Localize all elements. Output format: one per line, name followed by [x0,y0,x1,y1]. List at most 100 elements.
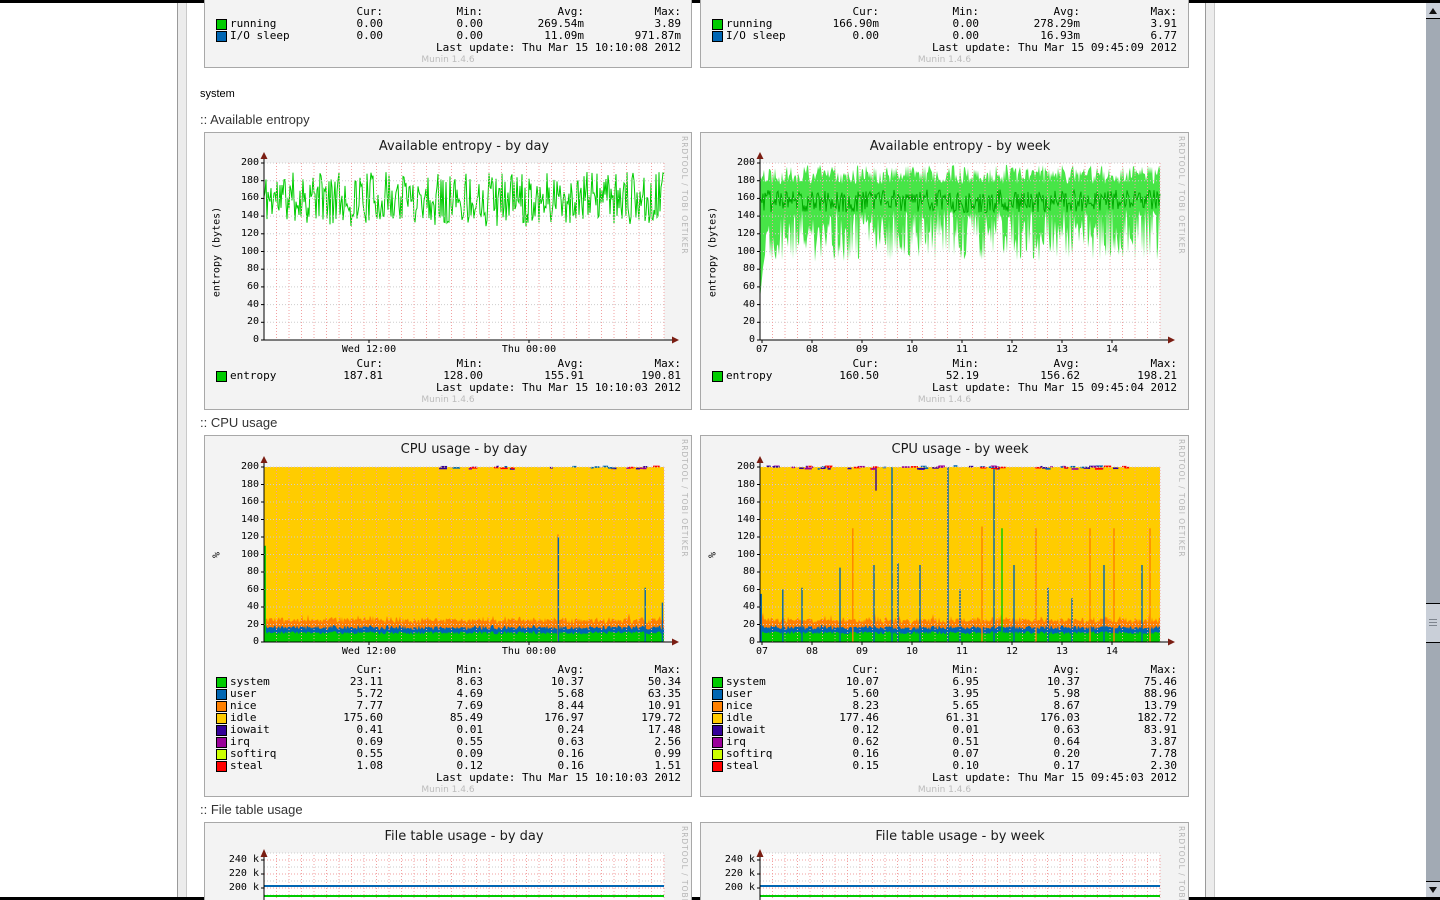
legend-col-header: Max: [701,664,1177,676]
graph-panel-cpu-week[interactable]: CPU usage - by week RRDTOOL / TOBI OETIKE… [700,435,1189,797]
legend-col-header: Max: [701,358,1177,370]
y-tick-label: 40 [205,602,259,612]
graph-panel-processes-week: Cur:Min:Avg:Max:running166.90m0.00278.29… [700,0,1189,68]
thumb-grip-line [1429,619,1437,620]
y-tick-label: 180 [205,480,259,490]
legend-col-header: Max: [701,6,1177,18]
x-tick-label: Wed 12:00 [334,647,404,657]
y-tick-label: 60 [205,585,259,595]
x-tick-label: 14 [1077,647,1147,657]
scrollbar-thumb[interactable] [1426,603,1440,643]
legend-value-max: 83.91 [701,724,1177,736]
y-tick-label: 0 [701,637,755,647]
x-tick-label: Wed 12:00 [334,345,404,355]
y-tick-label: 160 [205,193,259,203]
last-update: Last update: Thu Mar 15 10:10:08 2012 [205,42,681,54]
y-tick-label: 80 [701,567,755,577]
last-update: Last update: Thu Mar 15 10:10:03 2012 [205,772,681,784]
y-tick-label: 40 [205,300,259,310]
legend-value-max: 63.35 [205,688,681,700]
y-tick-label: 240 k [205,855,259,865]
graph-panel-file-week[interactable]: File table usage - by weekRRDTOOL / TOBI… [700,822,1189,900]
vertical-scrollbar[interactable] [1426,3,1440,897]
y-tick-label: 0 [701,335,755,345]
x-tick-label: 14 [1077,345,1147,355]
section-header-cpu-usage: :: CPU usage [200,415,277,430]
graph-title: Available entropy - by day [264,139,664,154]
y-tick-label: 200 [205,462,259,472]
version-label: Munin 1.4.6 [205,55,691,65]
y-tick-label: 180 [701,176,755,186]
y-tick-label: 40 [701,602,755,612]
frame-divider-right [1205,3,1215,897]
y-tick-label: 180 [205,176,259,186]
legend-value-max: 3.87 [701,736,1177,748]
y-tick-label: 100 [701,247,755,257]
legend-value-max: 50.34 [205,676,681,688]
y-tick-label: 140 [205,211,259,221]
last-update: Last update: Thu Mar 15 09:45:03 2012 [701,772,1177,784]
y-tick-label: 200 [701,158,755,168]
y-tick-label: 20 [701,620,755,630]
section-header-available-entropy: :: Available entropy [200,112,310,127]
graph-title: File table usage - by day [264,829,664,844]
legend-value-max: 75.46 [701,676,1177,688]
y-tick-label: 40 [701,300,755,310]
y-tick-label: 100 [205,550,259,560]
y-tick-label: 200 k [205,883,259,893]
version-label: Munin 1.4.6 [701,785,1188,795]
rrdtool-watermark: RRDTOOL / TOBI OETIKER [1177,136,1186,255]
graph-panel-processes-day: Cur:Min:Avg:Max:running0.000.00269.54m3.… [204,0,692,68]
version-label: Munin 1.4.6 [701,395,1188,405]
thumb-grip-line [1429,622,1437,623]
scroll-down-icon [1429,887,1437,893]
category-label: system [200,88,235,100]
y-tick-label: 20 [205,317,259,327]
graph-panel-entropy-day[interactable]: Available entropy - by dayRRDTOOL / TOBI… [204,132,692,410]
scroll-down-button[interactable] [1426,881,1440,897]
y-tick-label: 100 [701,550,755,560]
legend-value-max: 13.79 [701,700,1177,712]
section-header-file-table-usage: :: File table usage [200,802,303,817]
y-tick-label: 200 k [701,883,755,893]
y-tick-label: 80 [205,567,259,577]
thumb-grip-line [1429,625,1437,626]
legend-value-max: 17.48 [205,724,681,736]
graph-panel-cpu-day[interactable]: CPU usage - by dayRRDTOOL / TOBI OETIKER… [204,435,692,797]
y-tick-label: 220 k [701,869,755,879]
graph-title: File table usage - by week [760,829,1160,844]
legend-col-header: Max: [205,6,681,18]
rrdtool-watermark: RRDTOOL / TOBI OETIKER [680,439,689,558]
x-tick-label: Thu 00:00 [494,345,564,355]
y-tick-label: 140 [701,211,755,221]
munin-monitoring-page: system :: Available entropy :: CPU usage… [0,0,1440,900]
version-label: Munin 1.4.6 [205,395,691,405]
y-tick-label: 160 [701,497,755,507]
rrdtool-watermark: RRDTOOL / TOBI OETIKER [680,826,689,900]
graph-panel-file-day[interactable]: File table usage - by day RRDTOOL / TOBI … [204,822,692,900]
y-tick-label: 60 [701,585,755,595]
scroll-up-button[interactable] [1426,3,1440,19]
rrdtool-watermark: RRDTOOL / TOBI OETIKER [1177,439,1186,558]
y-tick-label: 100 [205,247,259,257]
y-tick-label: 240 k [701,855,755,865]
legend-value-max: 182.72 [701,712,1177,724]
last-update: Last update: Thu Mar 15 09:45:04 2012 [701,382,1177,394]
y-tick-label: 80 [205,264,259,274]
y-tick-label: 120 [701,532,755,542]
graph-panel-entropy-week[interactable]: Available entropy - by week RRDTOOL / TOB… [700,132,1189,410]
legend-col-header: Max: [205,664,681,676]
y-tick-label: 60 [701,282,755,292]
graph-title: Available entropy - by week [760,139,1160,154]
frame-divider-left [177,3,187,897]
graph-title: CPU usage - by week [760,442,1160,457]
y-tick-label: 0 [205,637,259,647]
y-tick-label: 20 [205,620,259,630]
last-update: Last update: Thu Mar 15 09:45:09 2012 [701,42,1177,54]
x-tick-label: Thu 00:00 [494,647,564,657]
legend-value-max: 0.99 [205,748,681,760]
y-tick-label: 60 [205,282,259,292]
last-update: Last update: Thu Mar 15 10:10:03 2012 [205,382,681,394]
y-tick-label: 200 [205,158,259,168]
y-tick-label: 160 [701,193,755,203]
